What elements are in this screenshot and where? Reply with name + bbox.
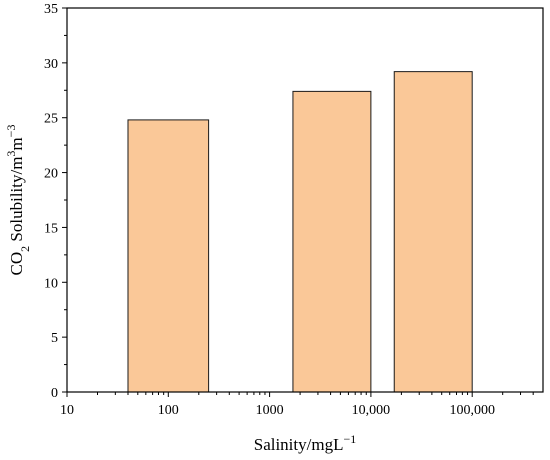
bars-layer [127, 71, 473, 393]
y-tick-label: 30 [44, 57, 58, 72]
bar-1 [127, 119, 210, 393]
y-tick-label: 35 [44, 2, 58, 17]
bar-2 [292, 90, 372, 393]
x-tick-label: 10 [60, 403, 74, 418]
x-axis-title: Salinity/mgL−1 [254, 432, 357, 454]
y-tick-label: 0 [51, 386, 58, 401]
x-tick-label: 10,000 [352, 403, 391, 418]
x-tick-label: 1000 [256, 403, 284, 418]
labels-layer: 0 5 10 15 20 25 30 35 10 100 1000 10,000 100,000 Sali… [4, 2, 495, 454]
y-axis-title: CO2 Solubility/m3m−3 [4, 125, 32, 276]
y-tick-label: 20 [44, 167, 58, 182]
bar-3 [393, 71, 473, 393]
y-tick-label: 5 [51, 331, 58, 346]
x-tick-label: 100,000 [449, 403, 495, 418]
y-tick-label: 15 [44, 221, 58, 236]
y-tick-label: 10 [44, 276, 58, 291]
x-tick-label: 100 [158, 403, 179, 418]
y-tick-label: 25 [44, 112, 58, 127]
axes-layer [62, 7, 544, 397]
